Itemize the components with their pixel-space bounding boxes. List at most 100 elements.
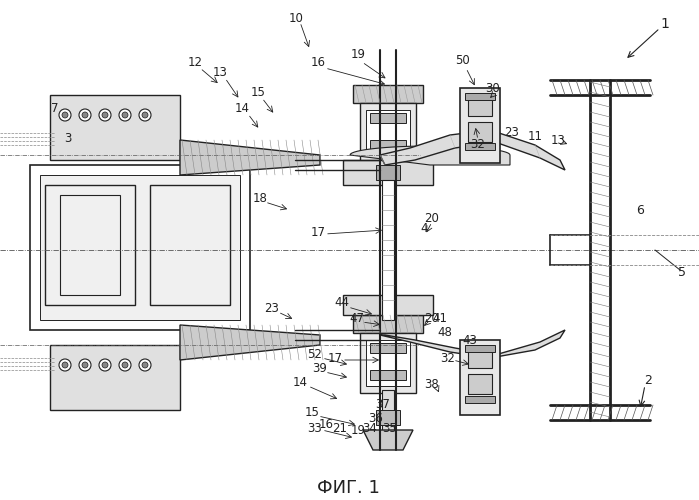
Bar: [60, 195, 120, 295]
Text: 44: 44: [335, 296, 350, 310]
Text: 15: 15: [250, 86, 266, 98]
Polygon shape: [350, 146, 510, 165]
Text: 30: 30: [486, 82, 500, 94]
Text: 10: 10: [289, 12, 303, 24]
Bar: [360, 103, 416, 163]
Text: 20: 20: [424, 212, 440, 224]
Text: 33: 33: [308, 422, 322, 434]
Text: 3: 3: [64, 132, 72, 144]
Bar: [370, 343, 406, 353]
Bar: [45, 185, 135, 305]
Polygon shape: [180, 325, 320, 360]
Circle shape: [119, 359, 131, 371]
Bar: [460, 88, 500, 163]
Bar: [468, 122, 492, 142]
Circle shape: [142, 112, 148, 118]
Text: 1: 1: [661, 17, 670, 31]
Text: 23: 23: [505, 126, 519, 138]
Text: 19: 19: [350, 424, 366, 436]
Bar: [382, 390, 394, 440]
Circle shape: [102, 112, 108, 118]
Text: 13: 13: [212, 66, 227, 78]
Text: 12: 12: [187, 56, 203, 68]
Bar: [50, 95, 180, 160]
Text: 50: 50: [456, 54, 470, 66]
Bar: [468, 348, 492, 368]
Text: 39: 39: [312, 362, 327, 374]
Text: 18: 18: [252, 192, 268, 204]
Polygon shape: [380, 130, 565, 170]
Circle shape: [139, 359, 151, 371]
Bar: [343, 295, 433, 315]
Circle shape: [59, 109, 71, 121]
Bar: [366, 110, 410, 156]
Text: 16: 16: [319, 418, 333, 432]
Text: 6: 6: [636, 204, 644, 216]
Circle shape: [62, 112, 68, 118]
Circle shape: [59, 359, 71, 371]
Bar: [370, 113, 406, 123]
Text: 32: 32: [470, 138, 485, 151]
Text: 23: 23: [264, 302, 280, 314]
Bar: [460, 340, 500, 415]
Text: 37: 37: [375, 398, 391, 411]
Text: 16: 16: [310, 56, 326, 68]
Bar: [343, 160, 433, 185]
Text: 47: 47: [350, 312, 364, 324]
Text: 20: 20: [424, 312, 440, 324]
Text: 41: 41: [433, 312, 447, 324]
Text: 43: 43: [463, 334, 477, 346]
Text: 48: 48: [438, 326, 452, 340]
Circle shape: [142, 362, 148, 368]
Bar: [376, 410, 400, 425]
Bar: [468, 374, 492, 394]
Text: 13: 13: [551, 134, 565, 146]
Bar: [376, 165, 400, 180]
Circle shape: [102, 362, 108, 368]
Text: 4: 4: [420, 222, 428, 234]
Circle shape: [62, 362, 68, 368]
Circle shape: [79, 359, 91, 371]
Polygon shape: [180, 140, 320, 175]
Circle shape: [99, 109, 111, 121]
Bar: [468, 96, 492, 116]
Bar: [465, 396, 495, 403]
Text: 19: 19: [350, 48, 366, 62]
Circle shape: [139, 109, 151, 121]
Text: 15: 15: [305, 406, 319, 420]
Bar: [370, 140, 406, 150]
Circle shape: [79, 109, 91, 121]
Text: 34: 34: [363, 422, 377, 434]
Bar: [370, 370, 406, 380]
Text: 32: 32: [440, 352, 456, 364]
Text: 21: 21: [333, 422, 347, 434]
Polygon shape: [363, 430, 413, 450]
Text: ФИГ. 1: ФИГ. 1: [317, 479, 380, 497]
Text: 14: 14: [234, 102, 250, 114]
Text: 14: 14: [292, 376, 308, 390]
Bar: [40, 175, 240, 320]
Bar: [353, 85, 423, 103]
Circle shape: [122, 112, 128, 118]
Bar: [30, 165, 250, 330]
Text: 36: 36: [368, 412, 384, 424]
Text: 52: 52: [308, 348, 322, 362]
Bar: [465, 143, 495, 150]
Text: 38: 38: [424, 378, 440, 392]
Bar: [465, 93, 495, 100]
Bar: [150, 185, 230, 305]
Bar: [50, 345, 180, 410]
Text: 17: 17: [328, 352, 343, 364]
Bar: [353, 315, 423, 333]
Text: 7: 7: [51, 102, 59, 114]
Circle shape: [119, 109, 131, 121]
Text: 17: 17: [310, 226, 326, 238]
Polygon shape: [380, 330, 565, 358]
Bar: [360, 333, 416, 393]
Bar: [382, 180, 394, 320]
Bar: [465, 345, 495, 352]
Circle shape: [122, 362, 128, 368]
Circle shape: [82, 362, 88, 368]
Text: 5: 5: [678, 266, 686, 280]
Circle shape: [82, 112, 88, 118]
